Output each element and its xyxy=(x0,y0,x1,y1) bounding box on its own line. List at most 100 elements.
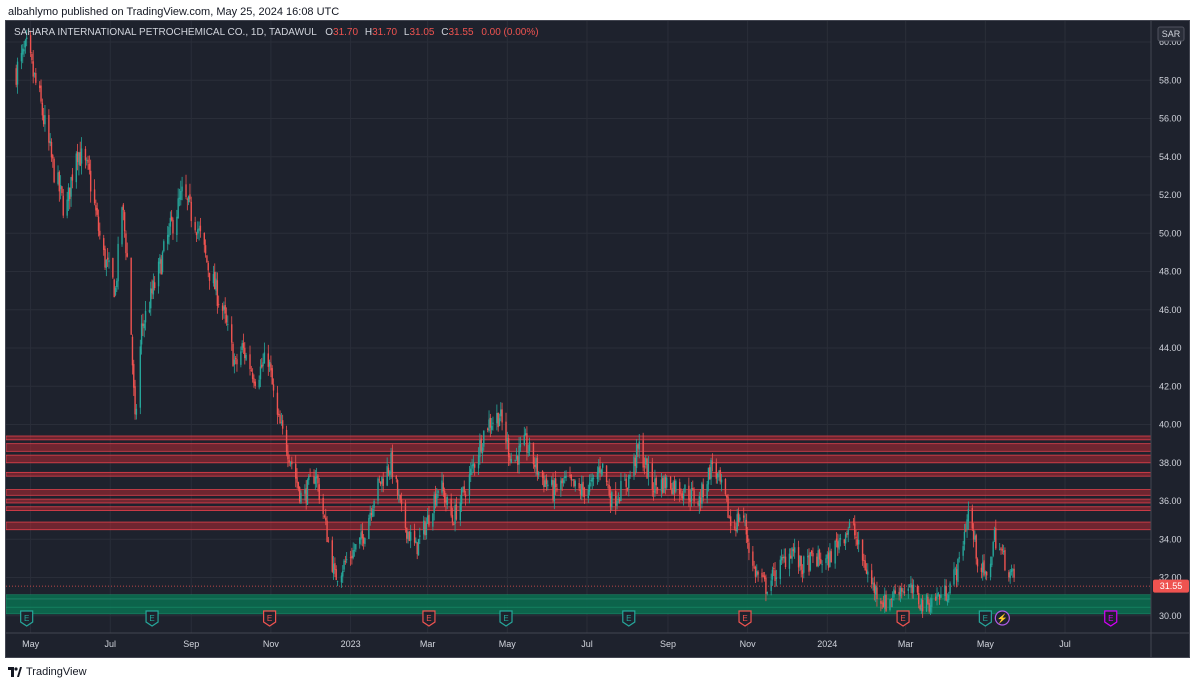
candle-body xyxy=(395,476,397,480)
resistance-zone xyxy=(5,435,1152,441)
candle-body xyxy=(514,459,516,461)
candle-body xyxy=(49,141,51,144)
event-marker[interactable]: E xyxy=(499,610,513,627)
candle-body xyxy=(291,461,293,465)
candle-body xyxy=(931,598,933,607)
candle-body xyxy=(487,428,489,431)
candle-body xyxy=(31,53,33,61)
candle-body xyxy=(581,483,583,497)
candle-body xyxy=(33,73,36,75)
event-marker[interactable]: E xyxy=(978,610,992,627)
event-marker[interactable]: E xyxy=(422,610,436,627)
candle-body xyxy=(381,476,383,484)
candle-body xyxy=(655,477,657,486)
candle-body xyxy=(793,547,796,553)
candle-body xyxy=(710,459,712,479)
candle-body xyxy=(596,472,599,480)
candle-body xyxy=(545,478,548,485)
candle-body xyxy=(825,558,827,564)
candle-body xyxy=(408,531,411,541)
candle-body xyxy=(195,232,198,236)
candle-body xyxy=(852,521,855,523)
price-axis[interactable]: 30.00 32.00 34.00 36.00 38.00 40.00 42.00 44.00… xyxy=(1159,37,1182,621)
candle-body xyxy=(957,558,959,582)
event-marker[interactable]: ⚡ xyxy=(994,610,1010,626)
candle-body xyxy=(78,153,80,165)
y-tick-label: 42.00 xyxy=(1159,381,1182,391)
candle-body xyxy=(144,310,147,323)
event-marker[interactable]: E xyxy=(20,610,34,627)
candle-body xyxy=(803,556,805,573)
earnings-marker-icon xyxy=(499,610,513,627)
x-tick-label: Mar xyxy=(420,639,436,649)
candle-body xyxy=(629,475,631,477)
candle-body xyxy=(399,494,401,501)
candle-body xyxy=(893,589,895,598)
candle-body xyxy=(652,491,655,492)
candle-body xyxy=(413,530,416,543)
event-marker[interactable]: E xyxy=(263,610,277,627)
candle-body xyxy=(334,563,336,570)
event-marker[interactable]: E xyxy=(896,610,910,627)
candle-body xyxy=(591,477,593,482)
candle-body xyxy=(88,163,91,170)
candle-body xyxy=(470,468,472,476)
candle-body xyxy=(369,512,371,519)
candle-body xyxy=(719,469,721,482)
currency-badge[interactable] xyxy=(1157,26,1185,42)
candle-body xyxy=(505,421,507,443)
candle-body xyxy=(389,471,391,476)
candle-body xyxy=(459,502,461,521)
candle-body xyxy=(112,258,114,278)
candle-body xyxy=(976,559,979,567)
y-tick-label: 36.00 xyxy=(1159,496,1182,506)
candle-body xyxy=(720,479,723,483)
candle-body xyxy=(855,536,857,539)
candle-body xyxy=(498,418,501,427)
candle-body xyxy=(406,527,408,539)
price-chart[interactable]: E E E E E E E E E ⚡ E 30.00 32.00 34.00 36.00 38.00 40.… xyxy=(5,21,1189,657)
candle-body xyxy=(757,571,759,575)
candle-body xyxy=(126,253,128,257)
candle-body xyxy=(517,456,519,465)
event-marker[interactable]: E xyxy=(1104,610,1118,627)
candle-body xyxy=(240,351,242,365)
candle-body xyxy=(16,61,19,85)
candle-body xyxy=(497,412,499,428)
candle-body xyxy=(912,584,915,593)
candle-body xyxy=(272,384,275,391)
time-axis[interactable]: May Jul Sep Nov 2023 Mar May Jul Sep Nov 2024 Mar Ma… xyxy=(22,639,1071,649)
candle-body xyxy=(807,556,809,558)
candle-body xyxy=(944,585,946,597)
candle-body xyxy=(771,569,774,580)
candle-body xyxy=(775,577,778,580)
candle-body xyxy=(645,458,647,465)
candle-body xyxy=(620,480,622,502)
chart-frame[interactable]: E E E E E E E E E ⚡ E 30.00 32.00 34.00 36.00 38.00 40.… xyxy=(5,20,1190,658)
candle-body xyxy=(707,467,710,485)
event-marker[interactable]: E xyxy=(738,610,752,627)
candle-body xyxy=(288,460,290,463)
candle-body xyxy=(817,550,819,567)
candle-body xyxy=(684,484,686,493)
x-tick-label: May xyxy=(22,639,40,649)
candle-body xyxy=(276,392,279,415)
candle-body xyxy=(656,487,659,491)
candle-body xyxy=(71,174,74,181)
x-tick-label: Nov xyxy=(263,639,280,649)
event-marker[interactable]: E xyxy=(622,610,636,627)
candle-body xyxy=(880,601,882,604)
split-marker-icon xyxy=(994,610,1010,626)
candle-body xyxy=(753,566,755,568)
event-label: E xyxy=(742,614,747,623)
candle-body xyxy=(783,556,785,559)
candle-body xyxy=(797,547,800,568)
candle-body xyxy=(574,480,576,487)
zones xyxy=(5,435,1152,615)
y-tick-label: 44.00 xyxy=(1159,343,1182,353)
candle-body xyxy=(221,305,224,311)
event-marker[interactable]: E xyxy=(145,610,159,627)
tradingview-logo[interactable]: TradingView xyxy=(8,666,87,678)
candle-body xyxy=(29,35,32,53)
resistance-zone xyxy=(5,471,1152,477)
